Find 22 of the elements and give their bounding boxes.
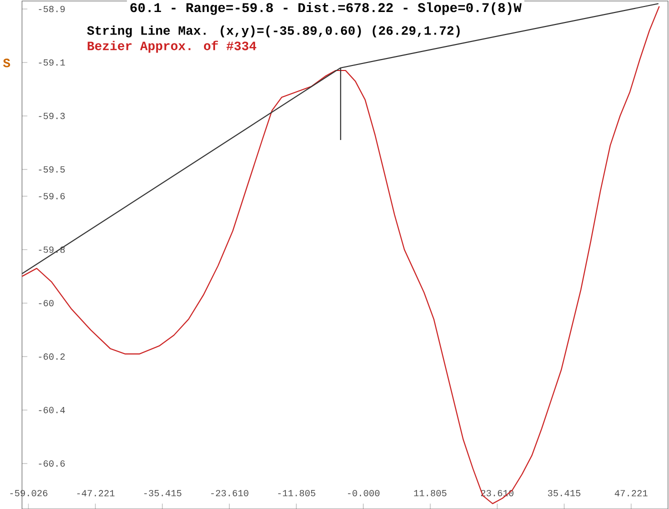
chart-title: 60.1 - Range=-59.8 - Dist.=678.22 - Slope=0.7(8)W (130, 2, 522, 15)
x-tick-label: -35.415 (144, 490, 182, 496)
x-tick-label: -0.000 (348, 490, 380, 496)
y-tick-label: -59.1 (38, 59, 65, 66)
x-tick-label: 11.805 (414, 490, 446, 496)
x-tick-label: -23.610 (211, 490, 248, 496)
x-tick-label: -59.026 (10, 490, 48, 496)
y-tick-label: -59.5 (38, 166, 65, 173)
y-tick-label: -59.3 (38, 112, 65, 120)
y-tick-label: -60 (38, 300, 54, 306)
y-tick-label: -58.9 (38, 6, 65, 12)
y-tick-label: -60.2 (38, 353, 65, 360)
y-tick-label: -60.4 (38, 406, 65, 414)
x-tick-label: -47.221 (77, 490, 114, 496)
annotation: String Line Max. (x,y)=(-35.89,0.60) (26.29,1.72) (87, 26, 460, 38)
y-tick-label: -60.6 (38, 460, 65, 467)
y-tick-label: -59.6 (38, 193, 65, 200)
text: S (3, 58, 10, 68)
x-tick-label: 47.221 (614, 490, 648, 496)
x-tick-label: 35.415 (548, 490, 580, 496)
x-tick-label: -11.805 (278, 490, 316, 496)
text: Bezier Approx. of #334 (88, 40, 256, 53)
